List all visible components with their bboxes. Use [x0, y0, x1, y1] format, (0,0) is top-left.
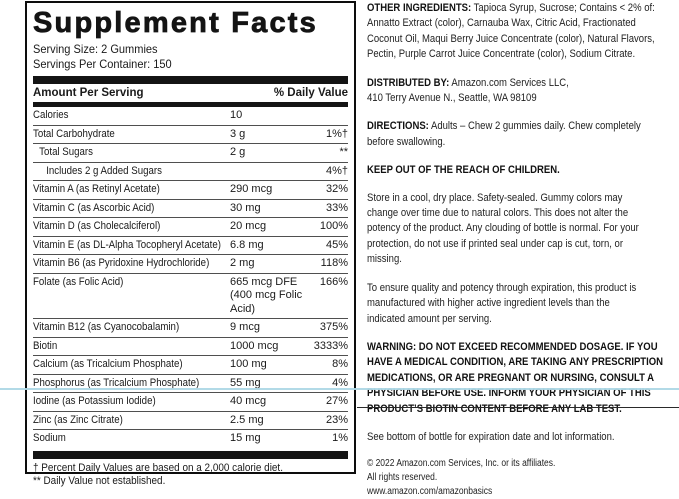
- table-row: Vitamin B6 (as Pyridoxine Hydrochloride)…: [33, 254, 348, 273]
- nutrient-name: Folate (as Folic Acid): [33, 275, 124, 288]
- directions-paragraph: DIRECTIONS: Adults – Chew 2 gummies dail…: [367, 119, 678, 150]
- nutrient-amount: 2 mg: [230, 257, 255, 269]
- nutrient-name: Iodine (as Potassium Iodide): [33, 395, 156, 407]
- nutrient-daily-value: 118%: [320, 257, 348, 269]
- nutrient-amount: 15 mg: [230, 432, 261, 444]
- nutrient-amount: 30 mg: [230, 201, 261, 214]
- nutrient-name: Calories: [33, 109, 69, 121]
- nutrient-daily-value: 100%: [319, 220, 348, 232]
- table-column-headers: Amount Per Serving % Daily Value: [33, 84, 348, 102]
- table-row: Calcium (as Tricalcium Phosphate) 100 mg…: [33, 355, 348, 374]
- nutrient-daily-value: **: [339, 146, 348, 158]
- nutrient-name: Vitamin D (as Cholecalciferol): [33, 220, 161, 232]
- panel-title: Supplement Facts: [33, 7, 318, 40]
- keep-out-of-reach-notice: KEEP OUT OF THE REACH OF CHILDREN.: [367, 164, 560, 177]
- nutrient-amount: 20 mcg: [230, 220, 267, 232]
- nutrient-name: Vitamin B12 (as Cyanocobalamin): [33, 321, 180, 333]
- nutrient-name: Vitamin B6 (as Pyridoxine Hydrochloride): [33, 257, 210, 269]
- nutrient-daily-value: 45%: [325, 238, 348, 251]
- nutrient-daily-value: 166%: [319, 275, 348, 288]
- nutrient-daily-value: 1%†: [325, 127, 348, 140]
- table-row: Biotin 1000 mcg 3333%: [33, 336, 348, 356]
- nutrient-amount: 6.8 mg: [230, 238, 264, 251]
- nutrient-amount: 2 g: [230, 146, 246, 158]
- nutrient-amount: 1000 mcg: [230, 339, 279, 352]
- nutrient-daily-value: 23%: [325, 413, 348, 426]
- nutrient-name: Phosphorus (as Tricalcium Phosphate): [33, 376, 200, 389]
- table-row: Phosphorus (as Tricalcium Phosphate) 55 …: [33, 373, 348, 393]
- nutrient-amount: 2.5 mg: [230, 413, 264, 426]
- nutrient-daily-value: 3333%: [313, 339, 348, 352]
- nutrient-name: Includes 2 g Added Sugars: [46, 164, 162, 177]
- nutrient-amount: 40 mcg: [230, 395, 267, 407]
- warning-paragraph: WARNING: DO NOT EXCEED RECOMMENDED DOSAG…: [367, 340, 664, 415]
- distributed-by-paragraph: DISTRIBUTED BY: Amazon.com Services LLC,…: [367, 76, 678, 107]
- directions-label: DIRECTIONS:: [367, 120, 429, 133]
- table-row: Calories 10: [33, 107, 348, 125]
- nutrient-name: Total Carbohydrate: [33, 127, 115, 140]
- nutrient-amount: 665 mcg DFE (400 mcg Folic Acid): [230, 275, 303, 315]
- footnotes: † Percent Daily Values are based on a 2,…: [33, 461, 283, 488]
- other-ingredients-text: Tapioca Syrup, Sucrose; Contains < 2% of…: [367, 2, 655, 61]
- table-row: Vitamin D (as Cholecalciferol) 20 mcg 10…: [33, 217, 348, 236]
- table-row: Includes 2 g Added Sugars 4%†: [33, 161, 348, 181]
- servings-per-container: Servings Per Container: 150: [33, 57, 172, 71]
- nutrient-name: Total Sugars: [39, 146, 93, 158]
- nutrient-name: Vitamin A (as Retinyl Acetate): [33, 183, 160, 195]
- storage-paragraph: Store in a cool, dry place. Safety-seale…: [367, 191, 639, 266]
- distributed-by-label: DISTRIBUTED BY:: [367, 76, 450, 89]
- nutrient-daily-value: 8%: [332, 358, 348, 370]
- label-info-column: OTHER INGREDIENTS: Tapioca Syrup, Sucros…: [367, 1, 679, 499]
- nutrient-name: Calcium (as Tricalcium Phosphate): [33, 358, 183, 370]
- table-row: Vitamin E (as DL-Alpha Tocopheryl Acetat…: [33, 235, 348, 255]
- nutrient-daily-value: 1%: [332, 432, 348, 444]
- warning-section-divider: [357, 407, 679, 408]
- distributed-by-text: Amazon.com Services LLC, 410 Terry Avenu…: [367, 76, 569, 105]
- table-row: Vitamin A (as Retinyl Acetate) 290 mcg 3…: [33, 180, 348, 199]
- copyright-block: © 2022 Amazon.com Services, Inc. or its …: [367, 458, 556, 497]
- other-ingredients-label: OTHER INGREDIENTS:: [367, 2, 472, 14]
- nutrient-amount: 290 mcg: [230, 183, 273, 195]
- table-row: Total Sugars 2 g **: [33, 143, 348, 162]
- expiration-note: See bottom of bottle for expiration date…: [367, 430, 615, 443]
- other-ingredients-paragraph: OTHER INGREDIENTS: Tapioca Syrup, Sucros…: [367, 1, 678, 63]
- nutrient-name: Vitamin C (as Ascorbic Acid): [33, 201, 155, 214]
- quality-paragraph: To ensure quality and potency through ex…: [367, 281, 637, 325]
- nutrient-amount: 100 mg: [230, 358, 267, 370]
- nutrient-table: Calories 10 Total Carbohydrate 3 g 1%† T…: [33, 107, 348, 448]
- nutrient-name: Vitamin E (as DL-Alpha Tocopheryl Acetat…: [33, 238, 221, 251]
- column-header-daily-value: % Daily Value: [273, 87, 348, 99]
- nutrient-daily-value: 27%: [325, 395, 348, 407]
- nutrient-daily-value: 4%: [332, 376, 348, 389]
- column-header-amount: Amount Per Serving: [33, 87, 144, 99]
- nutrient-daily-value: 4%†: [325, 164, 348, 177]
- nutrient-name: Zinc (as Zinc Citrate): [33, 413, 123, 426]
- divider-bar-thick: [33, 76, 348, 84]
- nutrient-amount: 9 mcg: [230, 321, 260, 333]
- table-row: Zinc (as Zinc Citrate) 2.5 mg 23%: [33, 410, 348, 430]
- table-row: Total Carbohydrate 3 g 1%†: [33, 124, 348, 144]
- divider-bar-thick-bottom: [33, 450, 348, 459]
- table-row: Vitamin B12 (as Cyanocobalamin) 9 mcg 37…: [33, 318, 348, 337]
- table-row: Sodium 15 mg 1%: [33, 429, 348, 448]
- nutrient-name: Biotin: [33, 339, 58, 352]
- nutrient-daily-value: 32%: [325, 183, 348, 195]
- nutrient-name: Sodium: [33, 432, 66, 444]
- nutrient-amount: 55 mg: [230, 376, 261, 389]
- nutrient-amount: 10: [230, 109, 243, 121]
- table-row: Vitamin C (as Ascorbic Acid) 30 mg 33%: [33, 198, 348, 218]
- table-row: Iodine (as Potassium Iodide) 40 mcg 27%: [33, 392, 348, 411]
- nutrient-daily-value: 33%: [325, 201, 348, 214]
- supplement-facts-panel: Supplement Facts Serving Size: 2 Gummies…: [25, 1, 356, 487]
- nutrient-amount: 3 g: [230, 127, 246, 140]
- serving-size: Serving Size: 2 Gummies: [33, 42, 158, 56]
- table-row: Folate (as Folic Acid) 665 mcg DFE (400 …: [33, 272, 348, 319]
- directions-text: Adults – Chew 2 gummies daily. Chew comp…: [367, 120, 641, 148]
- divider-bar-medium: [33, 102, 348, 107]
- nutrient-daily-value: 375%: [319, 321, 348, 333]
